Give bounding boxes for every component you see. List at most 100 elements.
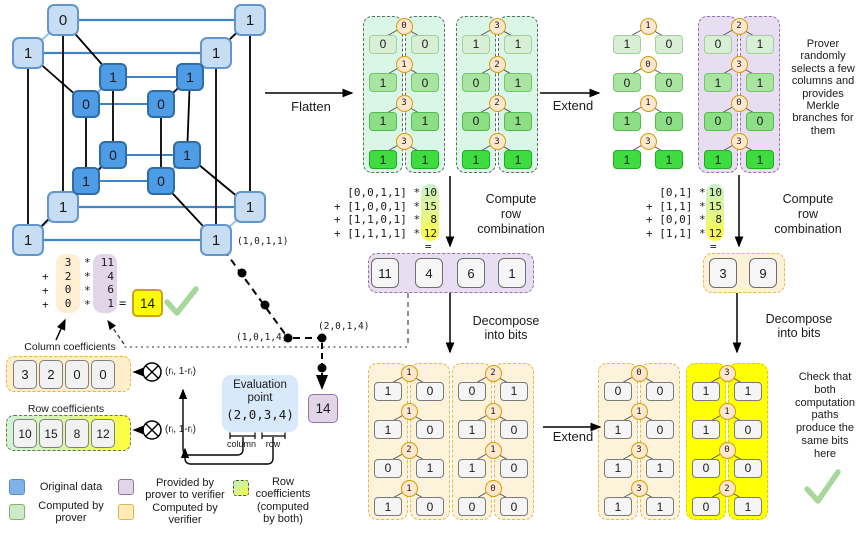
- tree-leaf: 1: [604, 458, 632, 478]
- hypercube-node-outer: 1: [234, 4, 266, 36]
- blue-legend-swatch: [9, 479, 25, 495]
- point-label-2: (2,0,1,4): [318, 321, 370, 332]
- tree-leaf: 0: [746, 111, 774, 131]
- tree-leaf: 1: [369, 111, 397, 131]
- hypercube-node-outer: 1: [200, 37, 232, 69]
- tree-sum-circle: 0: [630, 364, 648, 382]
- tree-leaf: 0: [462, 111, 490, 131]
- tree-leaf: 0: [734, 458, 762, 478]
- compute-right-label: Compute row combination: [774, 192, 842, 236]
- row-coefficient: 12: [91, 419, 115, 448]
- tree-leaf: 1: [504, 150, 532, 169]
- extend-top-label: Extend: [552, 98, 594, 113]
- tree-leaf: 0: [646, 381, 674, 401]
- tree-leaf: 0: [655, 73, 683, 92]
- tree-leaf: 0: [704, 34, 732, 54]
- cc-coeff-pill: 3 2 0 0: [56, 254, 80, 313]
- tree-sum-circle: 2: [718, 480, 736, 497]
- hypercube-node-outer: 1: [234, 191, 266, 223]
- tree-sum-circle: 1: [630, 403, 648, 420]
- tree-sum-circle: 1: [639, 17, 657, 35]
- legend-label: Provided by prover to verifier: [145, 477, 225, 502]
- legend-label: Computed by prover: [38, 500, 104, 525]
- path-dot: [260, 300, 270, 310]
- tree-leaf: 1: [411, 111, 439, 131]
- tree-leaf: 0: [411, 34, 439, 54]
- tree-leaf: 1: [458, 458, 486, 478]
- tree-leaf: 0: [500, 497, 528, 516]
- tree-leaf: 1: [604, 420, 632, 439]
- column-coefficient: 0: [65, 360, 89, 389]
- tree-leaf: 1: [655, 150, 683, 169]
- tree-leaf: 1: [416, 458, 444, 478]
- result-cell: 11: [371, 258, 399, 288]
- eq-left-coeffs: 10 15 8 12: [421, 184, 439, 241]
- tree-leaf: 0: [692, 458, 720, 478]
- result-cell: 1: [498, 258, 526, 288]
- hypercube-node-outer: 1: [12, 224, 44, 256]
- legend-label: Original data: [39, 481, 103, 493]
- corner-coordinate-label: (1,0,1,1): [237, 236, 289, 247]
- tree-leaf: 1: [462, 34, 490, 54]
- tree-sum-circle: 1: [639, 94, 657, 112]
- evaluation-point-value: (2,0,3,4): [226, 407, 294, 422]
- cc-value-pill: 11 4 6 1: [93, 254, 117, 313]
- hypercube-node-inner: 1: [72, 167, 100, 195]
- tree-leaf: 1: [646, 497, 674, 516]
- tree-leaf: 0: [369, 34, 397, 54]
- row-coefficient: 10: [13, 419, 37, 448]
- evaluated-point-box: 14: [308, 394, 338, 423]
- tree-leaf: 0: [655, 34, 683, 54]
- tree-sum-circle: 1: [484, 403, 502, 420]
- tree-leaf: 0: [374, 458, 402, 478]
- tree-leaf: 0: [416, 497, 444, 516]
- legend-label: Row coefficients (computed by both): [255, 476, 311, 526]
- tree-leaf: 1: [734, 381, 762, 401]
- tree-leaf: 0: [734, 420, 762, 439]
- r-tensor-label: (rᵢ, 1-rᵢ): [165, 424, 196, 435]
- tree-sum-circle: 2: [400, 441, 418, 459]
- tree-leaf: 1: [604, 497, 632, 516]
- tree-sum-circle: 1: [400, 403, 418, 420]
- check-icon: [164, 286, 199, 316]
- tree-leaf: 1: [692, 420, 720, 439]
- row-bracket-label: row: [265, 439, 281, 449]
- tree-leaf: 1: [746, 34, 774, 54]
- eq-right-terms: [0,1] * + [1,1] * + [0,0] * + [1,1] *: [646, 186, 706, 240]
- tree-leaf: 1: [746, 73, 774, 92]
- row-coefficient: 8: [65, 419, 89, 448]
- tree-leaf: 0: [462, 73, 490, 92]
- tree-sum-circle: 3: [730, 133, 748, 150]
- hypercube-node-inner: 0: [147, 167, 175, 195]
- tree-leaf: 0: [692, 497, 720, 516]
- eq-left-terms: [0,0,1,1] * + [1,0,0,1] * + [1,1,0,1] * …: [334, 186, 421, 240]
- column-coefficients-label: Column coefficients: [24, 341, 116, 353]
- r-tensor-label: (rᵢ, 1-rᵢ): [165, 366, 196, 377]
- hypercube-node-inner: 1: [176, 63, 204, 91]
- cc-equals: =: [119, 296, 127, 310]
- hypercube-node-inner: 1: [173, 141, 201, 169]
- tree-leaf: 0: [500, 420, 528, 439]
- tree-sum-circle: 3: [488, 133, 506, 150]
- tree-sum-circle: 3: [630, 441, 648, 459]
- tree-leaf: 0: [500, 458, 528, 478]
- tree-leaf: 1: [613, 111, 641, 131]
- eq-left-equals: =: [425, 240, 432, 253]
- row-coefficients-label: Row coefficients: [27, 403, 105, 415]
- compute-left-label: Compute row combination: [477, 192, 545, 236]
- tree-sum-circle: 3: [639, 133, 657, 150]
- cc-signs: + + +: [42, 270, 49, 311]
- tree-leaf: 1: [411, 150, 439, 169]
- hypercube-node-inner: 1: [99, 63, 127, 91]
- evaluation-point-title: Evaluation point: [233, 379, 287, 404]
- tree-leaf: 1: [746, 150, 774, 169]
- path-dot: [317, 363, 327, 373]
- hypercube-node-outer: 1: [12, 37, 44, 69]
- tree-sum-circle: 2: [730, 17, 748, 35]
- sample-path-diagonal: [223, 249, 289, 339]
- tree-sum-circle: 0: [395, 17, 413, 35]
- tree-leaf: 1: [504, 73, 532, 92]
- tree-leaf: 0: [411, 73, 439, 92]
- tree-leaf: 1: [458, 420, 486, 439]
- tree-sum-circle: 1: [395, 56, 413, 73]
